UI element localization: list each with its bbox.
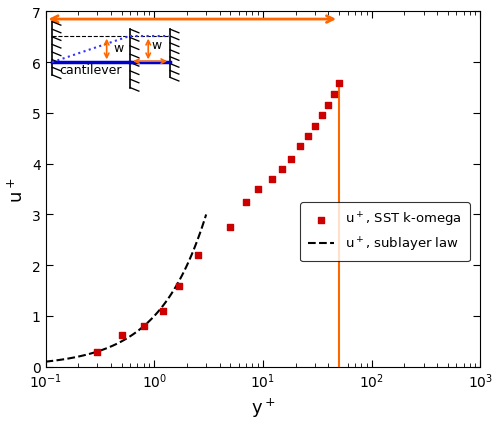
u$^+$, SST k-omega: [311, 123, 319, 130]
u$^+$, SST k-omega: [268, 176, 276, 183]
u$^+$, sublayer law: [138, 326, 144, 331]
u$^+$, sublayer law: [42, 359, 48, 364]
Text: w: w: [152, 39, 162, 52]
u$^+$, SST k-omega: [118, 332, 126, 339]
u$^+$, SST k-omega: [335, 80, 343, 87]
u$^+$, SST k-omega: [242, 199, 250, 206]
u$^+$, SST k-omega: [176, 282, 184, 289]
u$^+$, sublayer law: [185, 261, 191, 266]
u$^+$, sublayer law: [146, 319, 152, 324]
u$^+$, SST k-omega: [140, 323, 147, 330]
Text: w: w: [114, 42, 124, 55]
u$^+$, SST k-omega: [278, 166, 286, 173]
u$^+$, SST k-omega: [287, 156, 295, 163]
u$^+$, SST k-omega: [94, 348, 102, 355]
Legend: u$^+$, SST k-omega, u$^+$, sublayer law: u$^+$, SST k-omega, u$^+$, sublayer law: [300, 203, 470, 262]
Y-axis label: u$^+$: u$^+$: [7, 177, 26, 202]
X-axis label: y$^+$: y$^+$: [250, 396, 276, 419]
u$^+$, SST k-omega: [296, 143, 304, 150]
u$^+$, SST k-omega: [226, 224, 234, 231]
u$^+$, SST k-omega: [330, 91, 338, 98]
Line: u$^+$, sublayer law: u$^+$, sublayer law: [46, 215, 206, 362]
u$^+$, sublayer law: [203, 213, 209, 218]
u$^+$, SST k-omega: [304, 133, 312, 140]
u$^+$, SST k-omega: [254, 186, 262, 193]
u$^+$, SST k-omega: [159, 308, 167, 314]
u$^+$, SST k-omega: [324, 103, 332, 109]
u$^+$, SST k-omega: [318, 113, 326, 120]
Text: cantilever: cantilever: [60, 64, 122, 77]
u$^+$, sublayer law: [152, 313, 158, 318]
u$^+$, sublayer law: [114, 342, 119, 347]
u$^+$, sublayer law: [140, 324, 146, 329]
u$^+$, SST k-omega: [194, 252, 202, 259]
